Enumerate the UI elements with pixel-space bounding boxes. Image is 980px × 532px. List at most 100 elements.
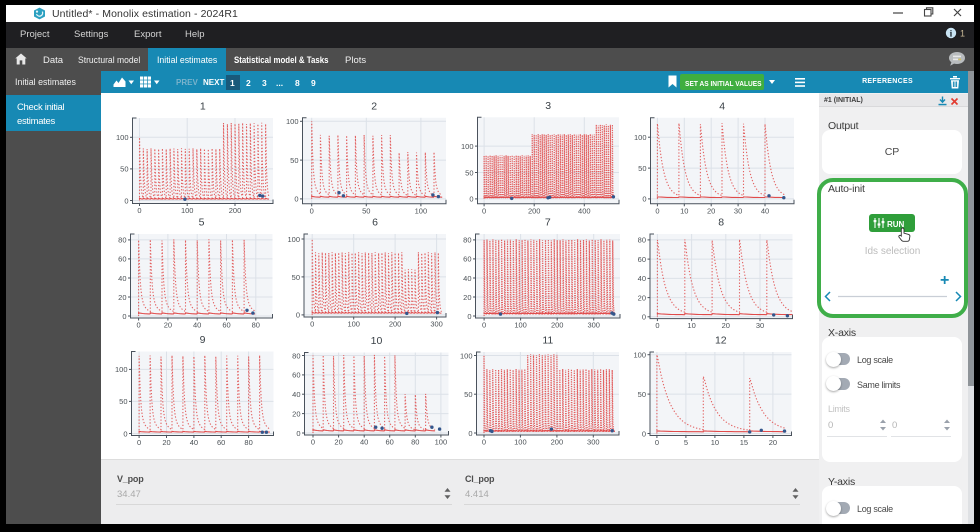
svg-text:20: 20 (722, 321, 730, 330)
svg-text:100: 100 (435, 438, 448, 447)
svg-text:9: 9 (200, 334, 206, 346)
svg-text:8: 8 (718, 217, 724, 229)
svg-text:5: 5 (684, 438, 688, 447)
svg-text:40: 40 (360, 438, 368, 447)
svg-text:80: 80 (118, 236, 126, 245)
svg-text:40: 40 (463, 274, 471, 283)
svg-text:12: 12 (715, 335, 727, 347)
svg-text:50: 50 (119, 397, 127, 406)
svg-text:100: 100 (461, 142, 474, 151)
svg-text:40: 40 (193, 321, 201, 330)
svg-text:100: 100 (347, 320, 360, 329)
svg-text:0: 0 (310, 320, 314, 329)
svg-text:80: 80 (638, 236, 646, 245)
svg-text:50: 50 (362, 206, 370, 215)
svg-text:0: 0 (482, 321, 486, 330)
svg-text:40: 40 (761, 206, 769, 215)
svg-text:40: 40 (292, 390, 300, 399)
svg-text:100: 100 (286, 117, 299, 126)
svg-text:0: 0 (310, 206, 314, 215)
svg-text:100: 100 (634, 133, 647, 142)
svg-text:0: 0 (482, 206, 486, 215)
svg-text:6: 6 (372, 217, 378, 229)
svg-text:100: 100 (287, 235, 300, 244)
svg-text:20: 20 (638, 293, 646, 302)
svg-text:10: 10 (371, 335, 383, 347)
svg-text:300: 300 (587, 321, 600, 330)
svg-text:0: 0 (311, 438, 315, 447)
svg-text:80: 80 (411, 438, 419, 447)
svg-text:0: 0 (482, 438, 486, 447)
svg-text:20: 20 (334, 438, 342, 447)
svg-text:60: 60 (217, 438, 225, 447)
svg-text:0: 0 (296, 429, 300, 438)
svg-text:0: 0 (294, 195, 298, 204)
svg-text:15: 15 (740, 438, 748, 447)
svg-text:200: 200 (551, 438, 564, 447)
svg-text:20: 20 (707, 206, 715, 215)
svg-text:300: 300 (430, 320, 443, 329)
svg-text:1: 1 (200, 101, 206, 113)
svg-text:0: 0 (124, 196, 128, 205)
svg-text:20: 20 (463, 293, 471, 302)
svg-text:20: 20 (162, 438, 170, 447)
svg-text:100: 100 (115, 365, 128, 374)
svg-text:10: 10 (711, 438, 719, 447)
svg-text:300: 300 (587, 438, 600, 447)
svg-text:5: 5 (199, 217, 205, 229)
svg-text:0: 0 (655, 206, 659, 215)
svg-text:400: 400 (578, 206, 591, 215)
svg-text:0: 0 (137, 438, 141, 447)
svg-text:100: 100 (116, 133, 129, 142)
svg-text:100: 100 (514, 438, 527, 447)
svg-text:30: 30 (756, 321, 764, 330)
svg-text:10: 10 (687, 321, 695, 330)
svg-text:40: 40 (118, 274, 126, 283)
svg-text:50: 50 (638, 164, 646, 173)
svg-text:0: 0 (655, 438, 659, 447)
svg-text:0: 0 (642, 313, 646, 322)
svg-text:50: 50 (292, 273, 300, 282)
svg-text:40: 40 (638, 274, 646, 283)
svg-text:20: 20 (118, 293, 126, 302)
svg-text:0: 0 (655, 321, 659, 330)
svg-text:50: 50 (464, 390, 472, 399)
svg-text:0: 0 (468, 429, 472, 438)
svg-text:100: 100 (415, 206, 428, 215)
svg-text:80: 80 (463, 236, 471, 245)
svg-text:200: 200 (389, 320, 402, 329)
svg-text:7: 7 (545, 217, 551, 229)
svg-text:60: 60 (386, 438, 394, 447)
svg-text:80: 80 (252, 321, 260, 330)
svg-text:50: 50 (120, 165, 128, 174)
svg-text:100: 100 (460, 351, 473, 360)
svg-text:0: 0 (296, 311, 300, 320)
svg-text:0: 0 (469, 195, 473, 204)
svg-text:20: 20 (292, 409, 300, 418)
svg-text:100: 100 (514, 321, 527, 330)
svg-text:50: 50 (290, 156, 298, 165)
svg-text:60: 60 (222, 321, 230, 330)
svg-text:2: 2 (371, 100, 377, 112)
svg-text:30: 30 (734, 206, 742, 215)
svg-text:80: 80 (244, 438, 252, 447)
svg-text:1: 1 (960, 29, 965, 39)
svg-text:80: 80 (292, 351, 300, 360)
svg-text:200: 200 (551, 321, 564, 330)
svg-text:0: 0 (137, 206, 141, 215)
svg-text:60: 60 (118, 255, 126, 264)
svg-text:0: 0 (642, 429, 646, 438)
svg-text:4: 4 (719, 100, 725, 112)
svg-text:60: 60 (638, 255, 646, 264)
svg-text:0: 0 (122, 312, 126, 321)
svg-text:i: i (950, 30, 953, 40)
svg-text:20: 20 (164, 321, 172, 330)
svg-text:20: 20 (769, 438, 777, 447)
svg-text:0: 0 (137, 321, 141, 330)
svg-text:11: 11 (542, 335, 553, 347)
svg-text:0: 0 (642, 195, 646, 204)
svg-text:100: 100 (181, 206, 194, 215)
svg-text:50: 50 (638, 390, 646, 399)
svg-text:60: 60 (292, 371, 300, 380)
svg-text:200: 200 (229, 206, 242, 215)
